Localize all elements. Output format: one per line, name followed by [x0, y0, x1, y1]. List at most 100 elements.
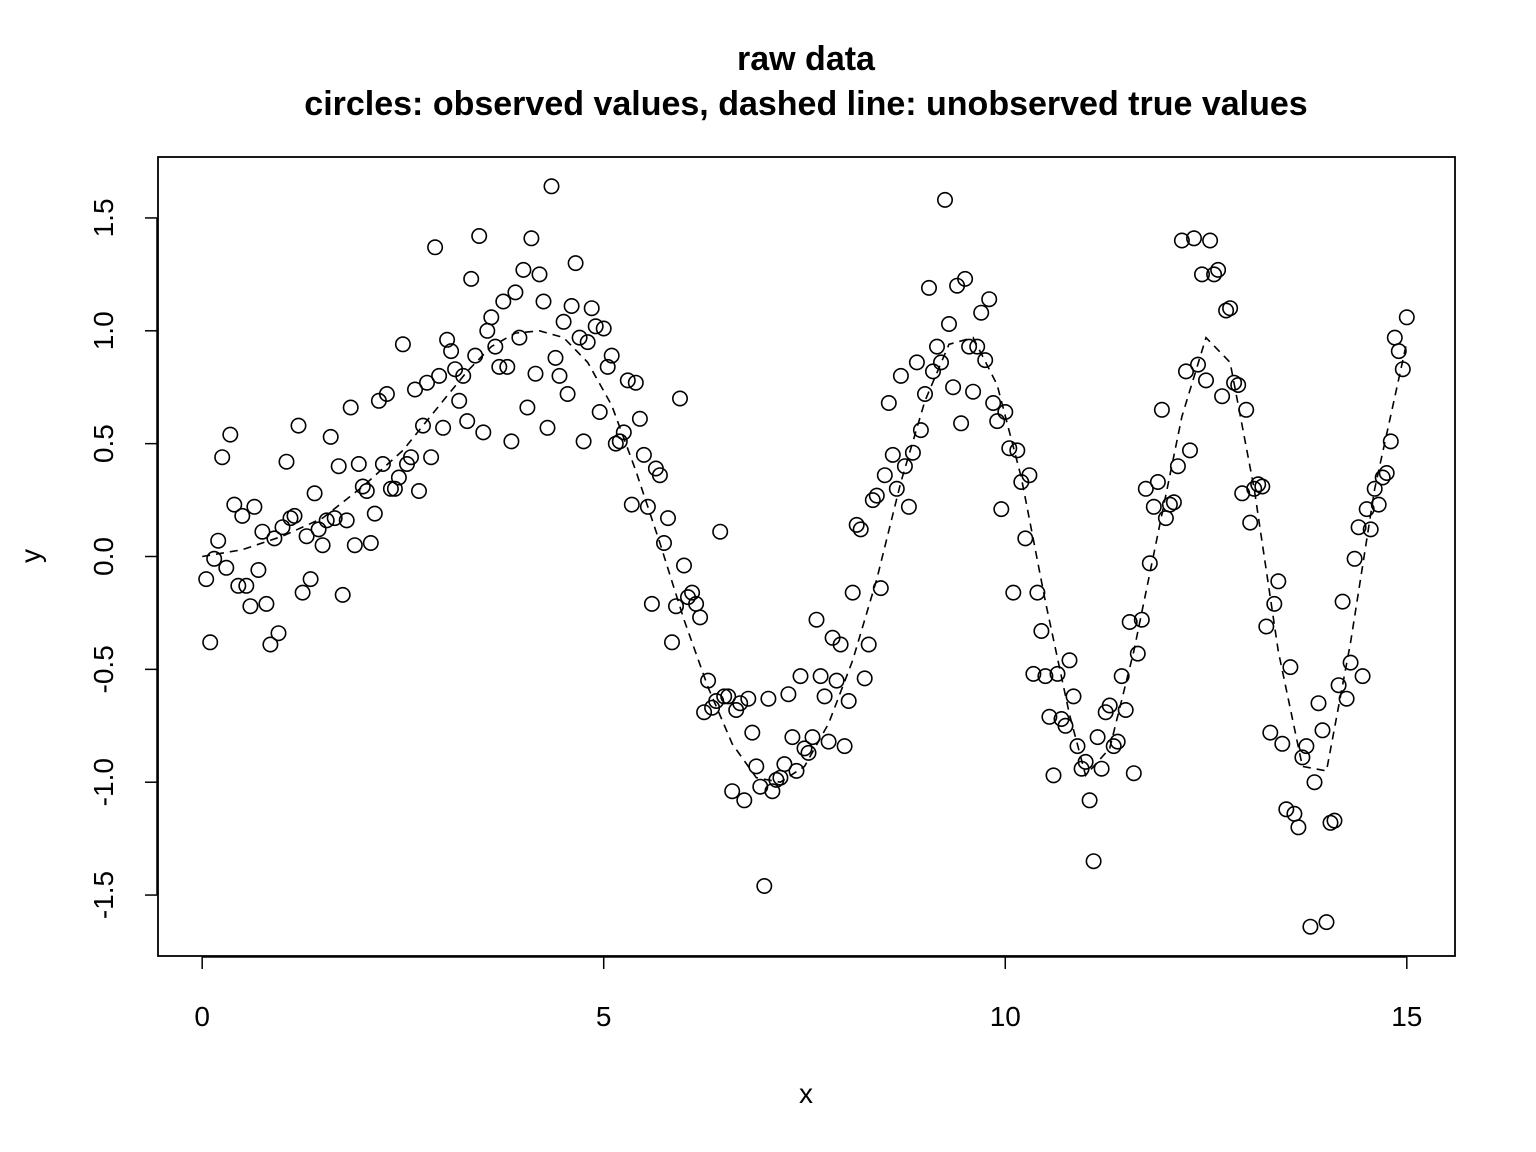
- data-point: [575, 433, 592, 450]
- data-point: [306, 485, 323, 502]
- data-point: [1113, 668, 1130, 685]
- data-point: [202, 634, 219, 651]
- data-point: [792, 668, 809, 685]
- data-point: [635, 446, 652, 463]
- data-point: [981, 291, 998, 308]
- data-point: [896, 458, 913, 475]
- data-point: [1238, 401, 1255, 418]
- data-point: [655, 534, 672, 551]
- data-point: [290, 417, 307, 434]
- data-point: [1330, 677, 1347, 694]
- data-point: [262, 636, 279, 653]
- data-point: [583, 300, 600, 317]
- data-point: [362, 534, 379, 551]
- y-tick-label: -1.0: [88, 758, 119, 806]
- data-point: [1362, 521, 1379, 538]
- data-point: [1254, 478, 1271, 495]
- x-tick-label: 15: [1391, 1001, 1422, 1032]
- data-point: [848, 516, 865, 533]
- data-point: [788, 762, 805, 779]
- data-point: [1318, 914, 1335, 931]
- true-values-layer: [202, 329, 1408, 784]
- data-point: [567, 255, 584, 272]
- data-point: [619, 372, 636, 389]
- data-point: [1278, 801, 1295, 818]
- data-point: [547, 349, 564, 366]
- data-point: [406, 381, 423, 398]
- data-point: [314, 537, 331, 554]
- data-point: [1302, 918, 1319, 935]
- data-point: [768, 771, 785, 788]
- data-point: [1157, 510, 1174, 527]
- data-point: [1270, 573, 1287, 590]
- data-point: [643, 595, 660, 612]
- data-point: [748, 758, 765, 775]
- y-tick-label: 0.0: [88, 537, 119, 576]
- data-point: [1314, 722, 1331, 739]
- data-point: [330, 458, 347, 475]
- data-point: [218, 559, 235, 576]
- data-point: [1101, 697, 1118, 714]
- data-point: [519, 399, 536, 416]
- data-point: [1230, 376, 1247, 393]
- data-point: [298, 528, 315, 545]
- data-point: [1386, 329, 1403, 346]
- data-point: [511, 329, 528, 346]
- data-point: [418, 374, 435, 391]
- data-point: [684, 584, 701, 601]
- data-point: [479, 322, 496, 339]
- data-point: [651, 467, 668, 484]
- data-point: [591, 403, 608, 420]
- data-point: [435, 419, 452, 436]
- data-point: [491, 358, 508, 375]
- data-point: [302, 571, 319, 588]
- data-point: [226, 496, 243, 513]
- data-point: [1366, 480, 1383, 497]
- data-point: [1290, 819, 1307, 836]
- x-axis-label: x: [799, 1078, 813, 1109]
- data-point: [1354, 668, 1371, 685]
- data-point: [531, 266, 548, 283]
- data-point: [443, 343, 460, 360]
- data-point: [716, 688, 733, 705]
- data-point: [1334, 593, 1351, 610]
- data-point: [1286, 805, 1303, 822]
- data-point: [1133, 611, 1150, 628]
- data-point: [1089, 729, 1106, 746]
- data-point: [439, 331, 456, 348]
- data-point: [1398, 309, 1415, 326]
- data-point: [603, 347, 620, 364]
- data-point: [888, 480, 905, 497]
- data-point: [1009, 442, 1026, 459]
- data-point: [760, 690, 777, 707]
- data-point: [242, 598, 259, 615]
- data-point: [1153, 401, 1170, 418]
- data-point: [904, 444, 921, 461]
- data-point: [523, 230, 540, 247]
- data-point: [1149, 473, 1166, 490]
- data-point: [1029, 584, 1046, 601]
- data-point: [599, 358, 616, 375]
- data-point: [1033, 622, 1050, 639]
- data-point: [258, 595, 275, 612]
- data-point: [965, 383, 982, 400]
- data-point: [487, 338, 504, 355]
- data-point: [230, 577, 247, 594]
- data-point: [997, 403, 1014, 420]
- data-point: [286, 507, 303, 524]
- data-point: [639, 498, 656, 515]
- data-point: [607, 435, 624, 452]
- data-point: [796, 740, 813, 757]
- data-point: [1198, 372, 1215, 389]
- data-point: [318, 512, 335, 529]
- data-point: [499, 358, 516, 375]
- data-point: [254, 523, 271, 540]
- data-point: [615, 424, 632, 441]
- data-point: [587, 318, 604, 335]
- data-point: [872, 580, 889, 597]
- data-point: [483, 309, 500, 326]
- data-point: [1125, 765, 1142, 782]
- data-point: [1342, 654, 1359, 671]
- data-point: [631, 410, 648, 427]
